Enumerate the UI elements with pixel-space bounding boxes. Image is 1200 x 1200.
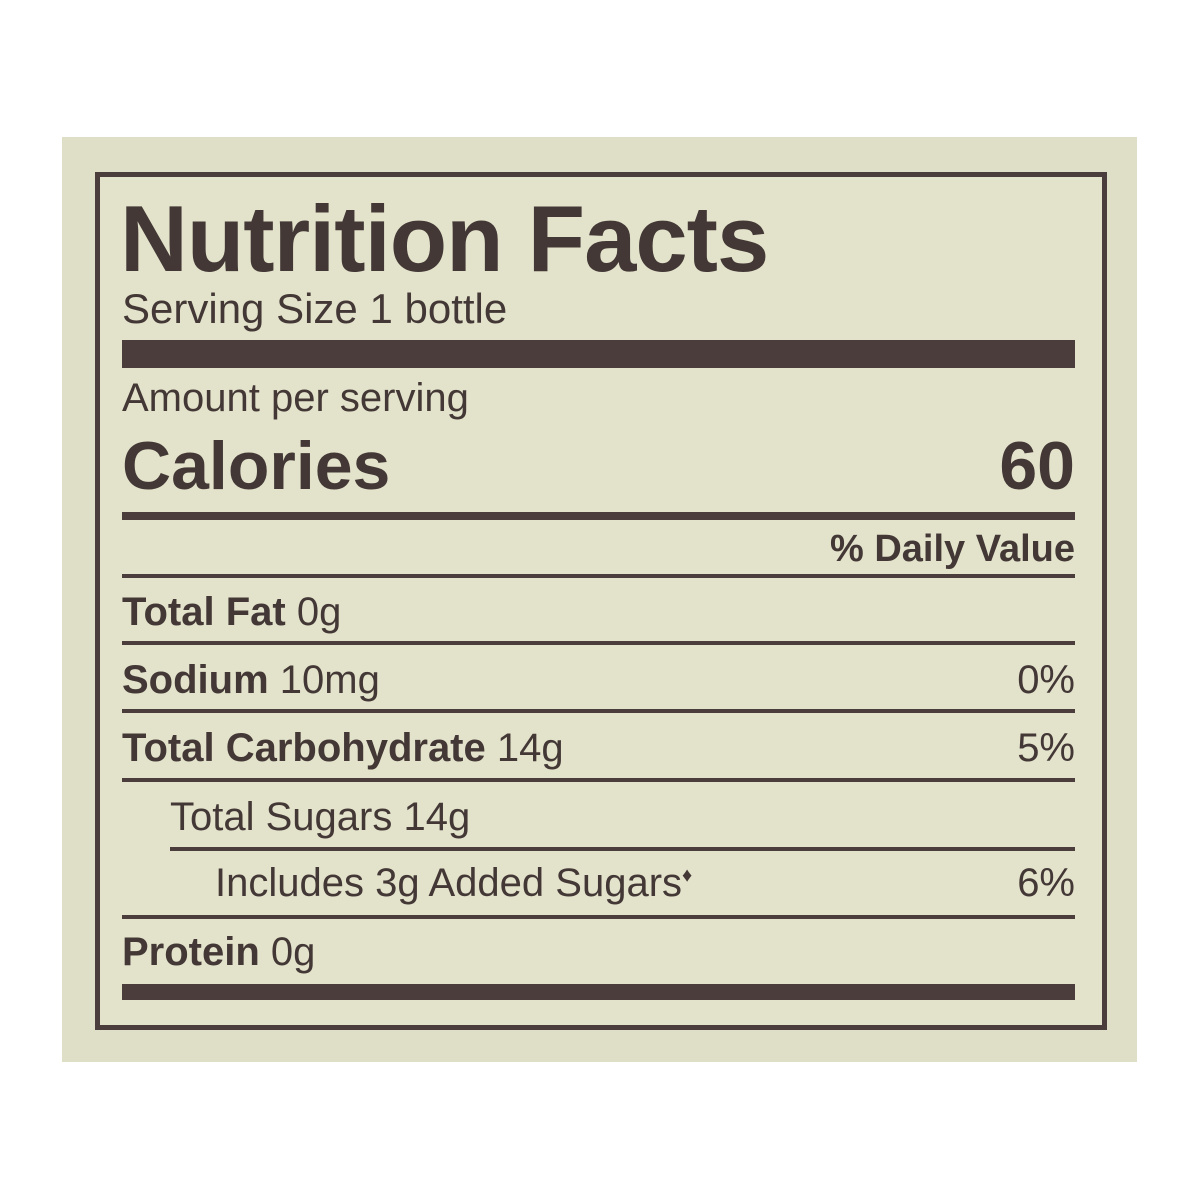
divider: [122, 709, 1075, 713]
serving-size: Serving Size 1 bottle: [122, 285, 508, 332]
divider: [122, 641, 1075, 645]
row-sodium: Sodium 10mg: [122, 658, 380, 702]
sodium-dv: 0%: [1017, 658, 1075, 702]
divider: [122, 574, 1075, 578]
title: Nutrition Facts: [120, 186, 769, 291]
divider: [170, 847, 1075, 851]
row-total-carbohydrate: Total Carbohydrate 14g: [122, 726, 564, 770]
divider: [122, 915, 1075, 919]
added-sugars-dv: 6%: [1017, 861, 1075, 905]
nutrition-facts-box: [95, 172, 1107, 1030]
calories-label: Calories: [122, 428, 391, 504]
row-total-sugars: Total Sugars 14g: [170, 795, 471, 839]
thick-divider: [122, 340, 1075, 368]
carbohydrate-dv: 5%: [1017, 726, 1075, 770]
thick-bottom-divider: [122, 984, 1075, 1000]
row-protein: Protein 0g: [122, 930, 316, 974]
daily-value-header: % Daily Value: [829, 528, 1075, 570]
calories-value: 60: [999, 428, 1075, 504]
divider: [122, 778, 1075, 782]
amount-per-serving: Amount per serving: [122, 376, 469, 420]
medium-divider: [122, 512, 1075, 520]
row-total-fat: Total Fat 0g: [122, 590, 342, 634]
row-added-sugars: Includes 3g Added Sugars♦: [215, 861, 693, 905]
